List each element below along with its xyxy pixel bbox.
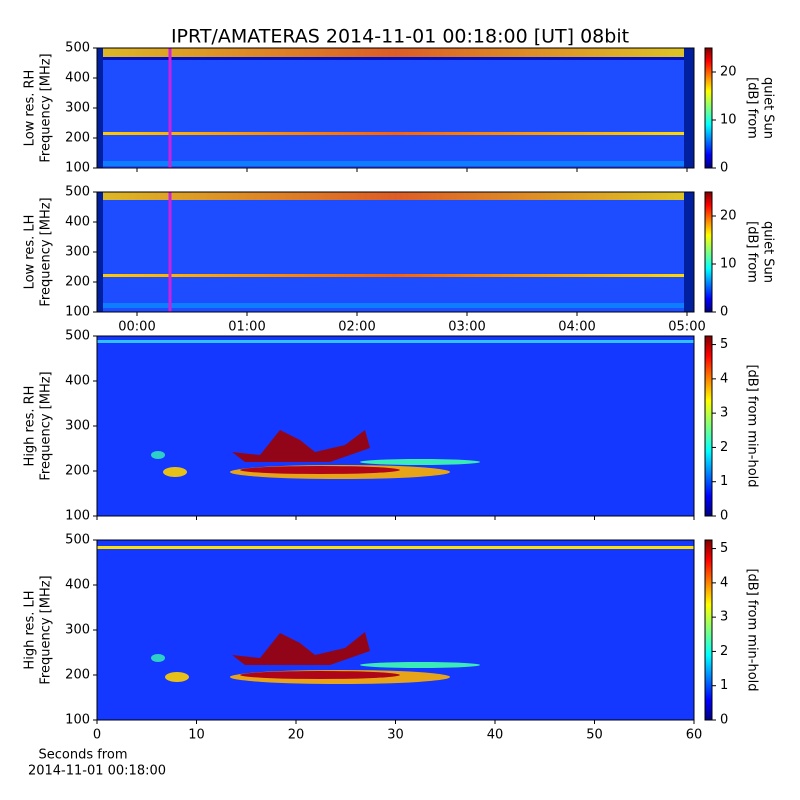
x-tick-label: 03:00 [448,320,485,335]
x-tick-label: 02:00 [338,320,375,335]
x-tick-label: 20 [288,728,305,743]
y-axis-label: Low res. RH [23,70,38,147]
y-tick-label: 500 [65,329,90,344]
colorbar [704,335,713,517]
colorbar-tick-label: 5 [720,337,728,352]
y-tick-label: 500 [65,185,90,200]
colorbar-label: [dB] from min-hold [745,568,760,691]
colorbar-tick-label: 10 [720,257,737,272]
y-tick-label: 200 [65,131,90,146]
y-tick-label: 200 [65,668,90,683]
y-tick-label: 300 [65,101,90,116]
x-tick-label: 10 [188,728,205,743]
colorbar-tick-label: 3 [720,610,728,625]
y-tick-label: 300 [65,419,90,434]
colorbar-tick-label: 0 [720,305,728,320]
colorbar-tick-label: 4 [720,371,728,386]
x-tick-label: 05:00 [668,320,705,335]
y-axis-label: Frequency [MHz] [39,197,54,306]
x-tick-label: 0 [93,728,101,743]
y-axis-label: Low res. LH [23,215,38,290]
y-tick-label: 400 [65,578,90,593]
x-tick-label: 00:00 [118,320,155,335]
colorbar [704,47,713,169]
y-tick-label: 400 [65,71,90,86]
colorbar [704,191,713,313]
y-tick-label: 200 [65,275,90,290]
figure-title: IPRT/AMATERAS 2014-11-01 00:18:00 [UT] 0… [171,26,629,48]
colorbar-tick-label: 20 [720,209,737,224]
x-tick-label: 04:00 [558,320,595,335]
colorbar-label: [dB] from [745,77,760,139]
colorbar-tick-label: 2 [720,644,728,659]
y-tick-label: 300 [65,623,90,638]
y-tick-label: 100 [65,713,90,728]
y-tick-label: 300 [65,245,90,260]
y-tick-label: 400 [65,374,90,389]
colorbar-tick-label: 0 [720,509,728,524]
y-tick-label: 100 [65,305,90,320]
colorbar-label: quiet Sun [761,221,776,283]
y-axis-label: Frequency [MHz] [39,53,54,162]
colorbar-tick-label: 3 [720,406,728,421]
x-axis-label: Seconds from [38,748,127,763]
x-axis-label: 2014-11-01 00:18:00 [28,764,166,779]
y-tick-label: 100 [65,161,90,176]
colorbar-tick-label: 2 [720,440,728,455]
x-tick-label: 30 [387,728,404,743]
colorbar-tick-label: 1 [720,474,728,489]
colorbar-label: quiet Sun [761,77,776,139]
colorbar-label: [dB] from min-hold [745,364,760,487]
y-axis-label: Frequency [MHz] [39,371,54,480]
x-tick-label: 50 [586,728,603,743]
y-tick-label: 500 [65,41,90,56]
colorbar-label: [dB] from [745,221,760,283]
x-tick-label: 60 [686,728,703,743]
colorbar-tick-label: 20 [720,65,737,80]
y-axis-label: High res. RH [23,386,38,467]
y-axis-label: High res. LH [23,590,38,669]
colorbar-tick-label: 5 [720,541,728,556]
y-tick-label: 400 [65,215,90,230]
spectrogram-texture [97,48,694,720]
colorbar-tick-label: 0 [720,161,728,176]
colorbar-tick-label: 1 [720,678,728,693]
colorbar-tick-label: 4 [720,575,728,590]
x-tick-label: 01:00 [228,320,265,335]
y-axis-label: Frequency [MHz] [39,575,54,684]
colorbar-tick-label: 0 [720,713,728,728]
y-tick-label: 200 [65,464,90,479]
y-tick-label: 100 [65,509,90,524]
colorbar-tick-label: 10 [720,113,737,128]
x-tick-label: 40 [487,728,504,743]
y-tick-label: 500 [65,533,90,548]
colorbar [704,539,713,721]
